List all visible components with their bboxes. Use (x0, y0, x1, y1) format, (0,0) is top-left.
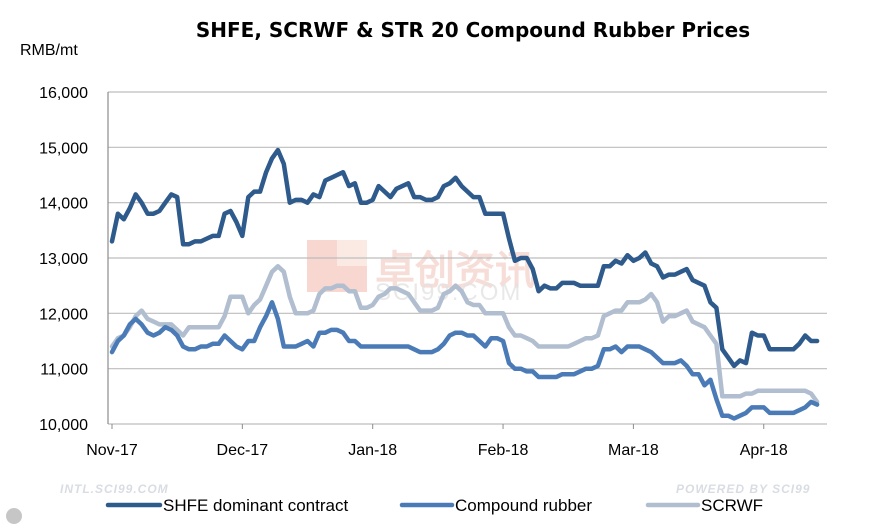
series-line-compound (109, 300, 820, 421)
series-line-shfe (109, 147, 820, 369)
legend-label-scrwf: SCRWF (701, 496, 763, 515)
series-line-scrwf (109, 264, 820, 405)
watermark-logo (307, 240, 367, 292)
y-tick-label: 13,000 (39, 251, 88, 268)
watermark-right: POWERED BY SCI99 (676, 482, 810, 496)
y-axis-label: RMB/mt (20, 42, 78, 59)
y-tick-label: 15,000 (39, 140, 88, 157)
axis-layer: 10,000 11,000 12,000 13,000 14,000 15,000 16,0… (39, 85, 788, 459)
legend-label-compound: Compound rubber (455, 496, 592, 515)
y-tick-label: 16,000 (39, 85, 88, 102)
badge-text: 大数跨境 (28, 509, 84, 525)
x-tick-label: Nov-17 (86, 442, 138, 459)
y-tick-label: 12,000 (39, 306, 88, 323)
x-tick-label: Jan-18 (348, 442, 397, 459)
y-tick-label: 11,000 (40, 362, 88, 379)
legend: SHFE dominant contract Compound rubber S… (105, 496, 763, 515)
badge-icon (6, 508, 22, 524)
x-tick-label: Dec-17 (217, 442, 269, 459)
badge-watermark: 大数跨境 (6, 508, 84, 525)
x-tick-label: Mar-18 (608, 442, 659, 459)
y-tick-label: 14,000 (39, 196, 88, 213)
y-tick-label: 10,000 (39, 417, 88, 434)
chart-title: SHFE, SCRWF & STR 20 Compound Rubber Pri… (196, 18, 750, 42)
x-tick-label: Feb-18 (478, 442, 529, 459)
x-tick-label: Apr-18 (740, 442, 788, 459)
watermark-logo-cut (337, 240, 367, 266)
legend-label-shfe: SHFE dominant contract (163, 496, 348, 515)
grid-layer (108, 91, 827, 425)
series-layer (109, 147, 820, 421)
watermark-left: INTL.SCI99.COM (60, 482, 169, 496)
